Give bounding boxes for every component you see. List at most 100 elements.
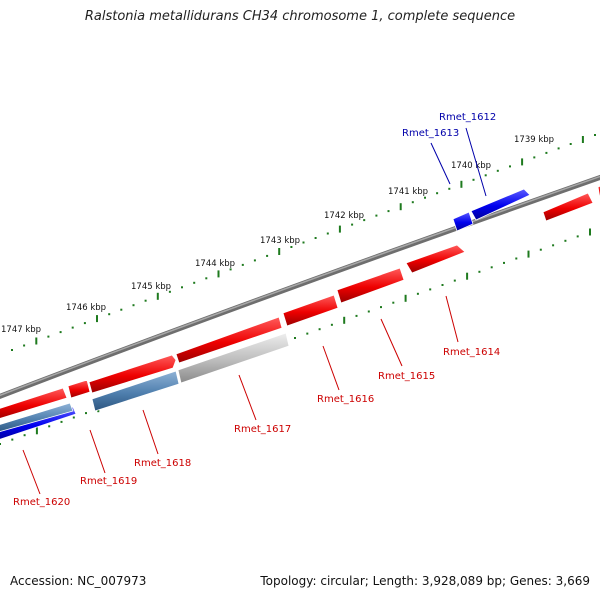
minor-tick	[318, 328, 321, 331]
minor-tick	[392, 301, 395, 304]
minor-tick	[484, 174, 487, 177]
minor-tick	[144, 299, 147, 302]
minor-tick	[351, 223, 354, 226]
accession-text: Accession: NC_007973	[10, 574, 147, 588]
gene-label-rmet-1616[interactable]: Rmet_1616	[317, 394, 374, 405]
major-tick	[35, 337, 38, 345]
minor-tick	[108, 313, 111, 316]
minor-tick	[490, 266, 493, 269]
minor-tick	[253, 259, 256, 262]
gene-features	[0, 185, 600, 440]
minor-tick	[205, 277, 208, 280]
gene-label-rmet-1619[interactable]: Rmet_1619	[80, 476, 137, 487]
gene-rmet-1615[interactable]	[336, 267, 405, 304]
tick-label: 1740 kbp	[451, 161, 491, 171]
minor-tick	[533, 156, 536, 159]
major-tick	[338, 225, 341, 233]
gene-label-rmet-1617[interactable]: Rmet_1617	[234, 424, 291, 435]
major-tick	[466, 272, 469, 280]
minor-tick	[411, 201, 414, 204]
minor-tick	[509, 165, 511, 168]
backbone-highlight	[0, 175, 600, 397]
minor-tick	[472, 178, 475, 181]
minor-tick	[241, 263, 244, 266]
minor-tick	[85, 412, 87, 415]
gene-labels: Rmet_1612 Rmet_1613 Rmet_1614 Rmet_1615 Rmet…	[13, 112, 500, 508]
gene-rmet-1619[interactable]	[88, 354, 177, 394]
major-tick	[404, 294, 407, 302]
major-tick	[156, 292, 159, 300]
minor-tick	[429, 288, 432, 291]
minor-tick	[11, 438, 14, 441]
outer-tick-track	[11, 134, 596, 351]
major-tick	[399, 203, 402, 211]
gene-label-rmet-1613[interactable]: Rmet_1613	[402, 128, 459, 139]
gene-label-rmet-1620[interactable]: Rmet_1620	[13, 497, 70, 508]
tick-labels: 1747 kbp 1746 kbp 1745 kbp 1744 kbp 1743 kbp…	[1, 135, 554, 335]
minor-tick	[48, 425, 51, 428]
minor-tick	[168, 290, 171, 293]
minor-tick	[60, 420, 63, 423]
major-tick	[589, 228, 591, 236]
minor-tick	[448, 187, 451, 190]
gene-feature[interactable]	[0, 387, 68, 420]
leader-line	[430, 142, 451, 185]
minor-tick	[355, 314, 358, 317]
minor-tick	[132, 304, 135, 307]
backbone	[0, 174, 600, 399]
minor-tick	[380, 306, 382, 309]
topology-text: Topology: circular; Length: 3,928,089 bp…	[260, 574, 590, 588]
minor-tick	[453, 279, 456, 282]
minor-tick	[326, 232, 329, 235]
gene-label-rmet-1614[interactable]: Rmet_1614	[443, 347, 500, 358]
gene-feature[interactable]	[0, 402, 74, 433]
gene-rmet-1612[interactable]	[470, 188, 531, 221]
minor-tick	[229, 268, 232, 271]
inner-tick-track	[0, 228, 591, 445]
tick-label: 1744 kbp	[195, 259, 235, 269]
gene-rmet-1618[interactable]	[91, 370, 180, 412]
minor-tick	[330, 323, 333, 326]
minor-tick	[193, 281, 196, 284]
minor-tick	[496, 169, 499, 172]
minor-tick	[306, 332, 309, 335]
minor-tick	[120, 308, 123, 311]
major-tick	[521, 158, 524, 166]
gene-label-rmet-1618[interactable]: Rmet_1618	[134, 458, 191, 469]
minor-tick	[266, 254, 269, 257]
gene-rmet-1614[interactable]	[405, 244, 466, 274]
tick-label: 1745 kbp	[131, 282, 171, 292]
minor-tick	[569, 143, 572, 145]
minor-tick	[539, 248, 542, 251]
gene-label-rmet-1615[interactable]: Rmet_1615	[378, 371, 435, 382]
gene-leader-lines	[22, 127, 487, 495]
gene-rmet-1616[interactable]	[282, 294, 339, 327]
major-tick	[35, 427, 38, 435]
gene-label-rmet-1612[interactable]: Rmet_1612	[439, 112, 496, 123]
major-tick	[217, 270, 220, 278]
minor-tick	[72, 416, 75, 419]
leader-line	[322, 345, 340, 391]
gene-rmet-1617[interactable]	[177, 332, 290, 384]
minor-tick	[181, 286, 183, 289]
minor-tick	[47, 335, 50, 338]
tick-label: 1743 kbp	[260, 236, 300, 246]
minor-tick	[367, 310, 370, 313]
minor-tick	[594, 134, 596, 136]
minor-tick	[314, 237, 317, 239]
minor-tick	[416, 292, 419, 295]
leader-line	[380, 318, 403, 367]
gene-feature[interactable]	[542, 192, 594, 222]
tick-label: 1747 kbp	[1, 325, 41, 335]
major-tick	[460, 180, 463, 188]
tick-label: 1739 kbp	[514, 135, 554, 145]
gene-feature[interactable]	[175, 316, 283, 364]
minor-tick	[478, 270, 481, 273]
minor-tick	[503, 261, 505, 264]
minor-tick	[424, 196, 426, 199]
major-tick	[96, 315, 98, 323]
minor-tick	[436, 192, 439, 195]
gene-feature[interactable]	[67, 379, 91, 399]
gene-rmet-1613[interactable]	[452, 211, 474, 232]
minor-tick	[83, 322, 86, 325]
